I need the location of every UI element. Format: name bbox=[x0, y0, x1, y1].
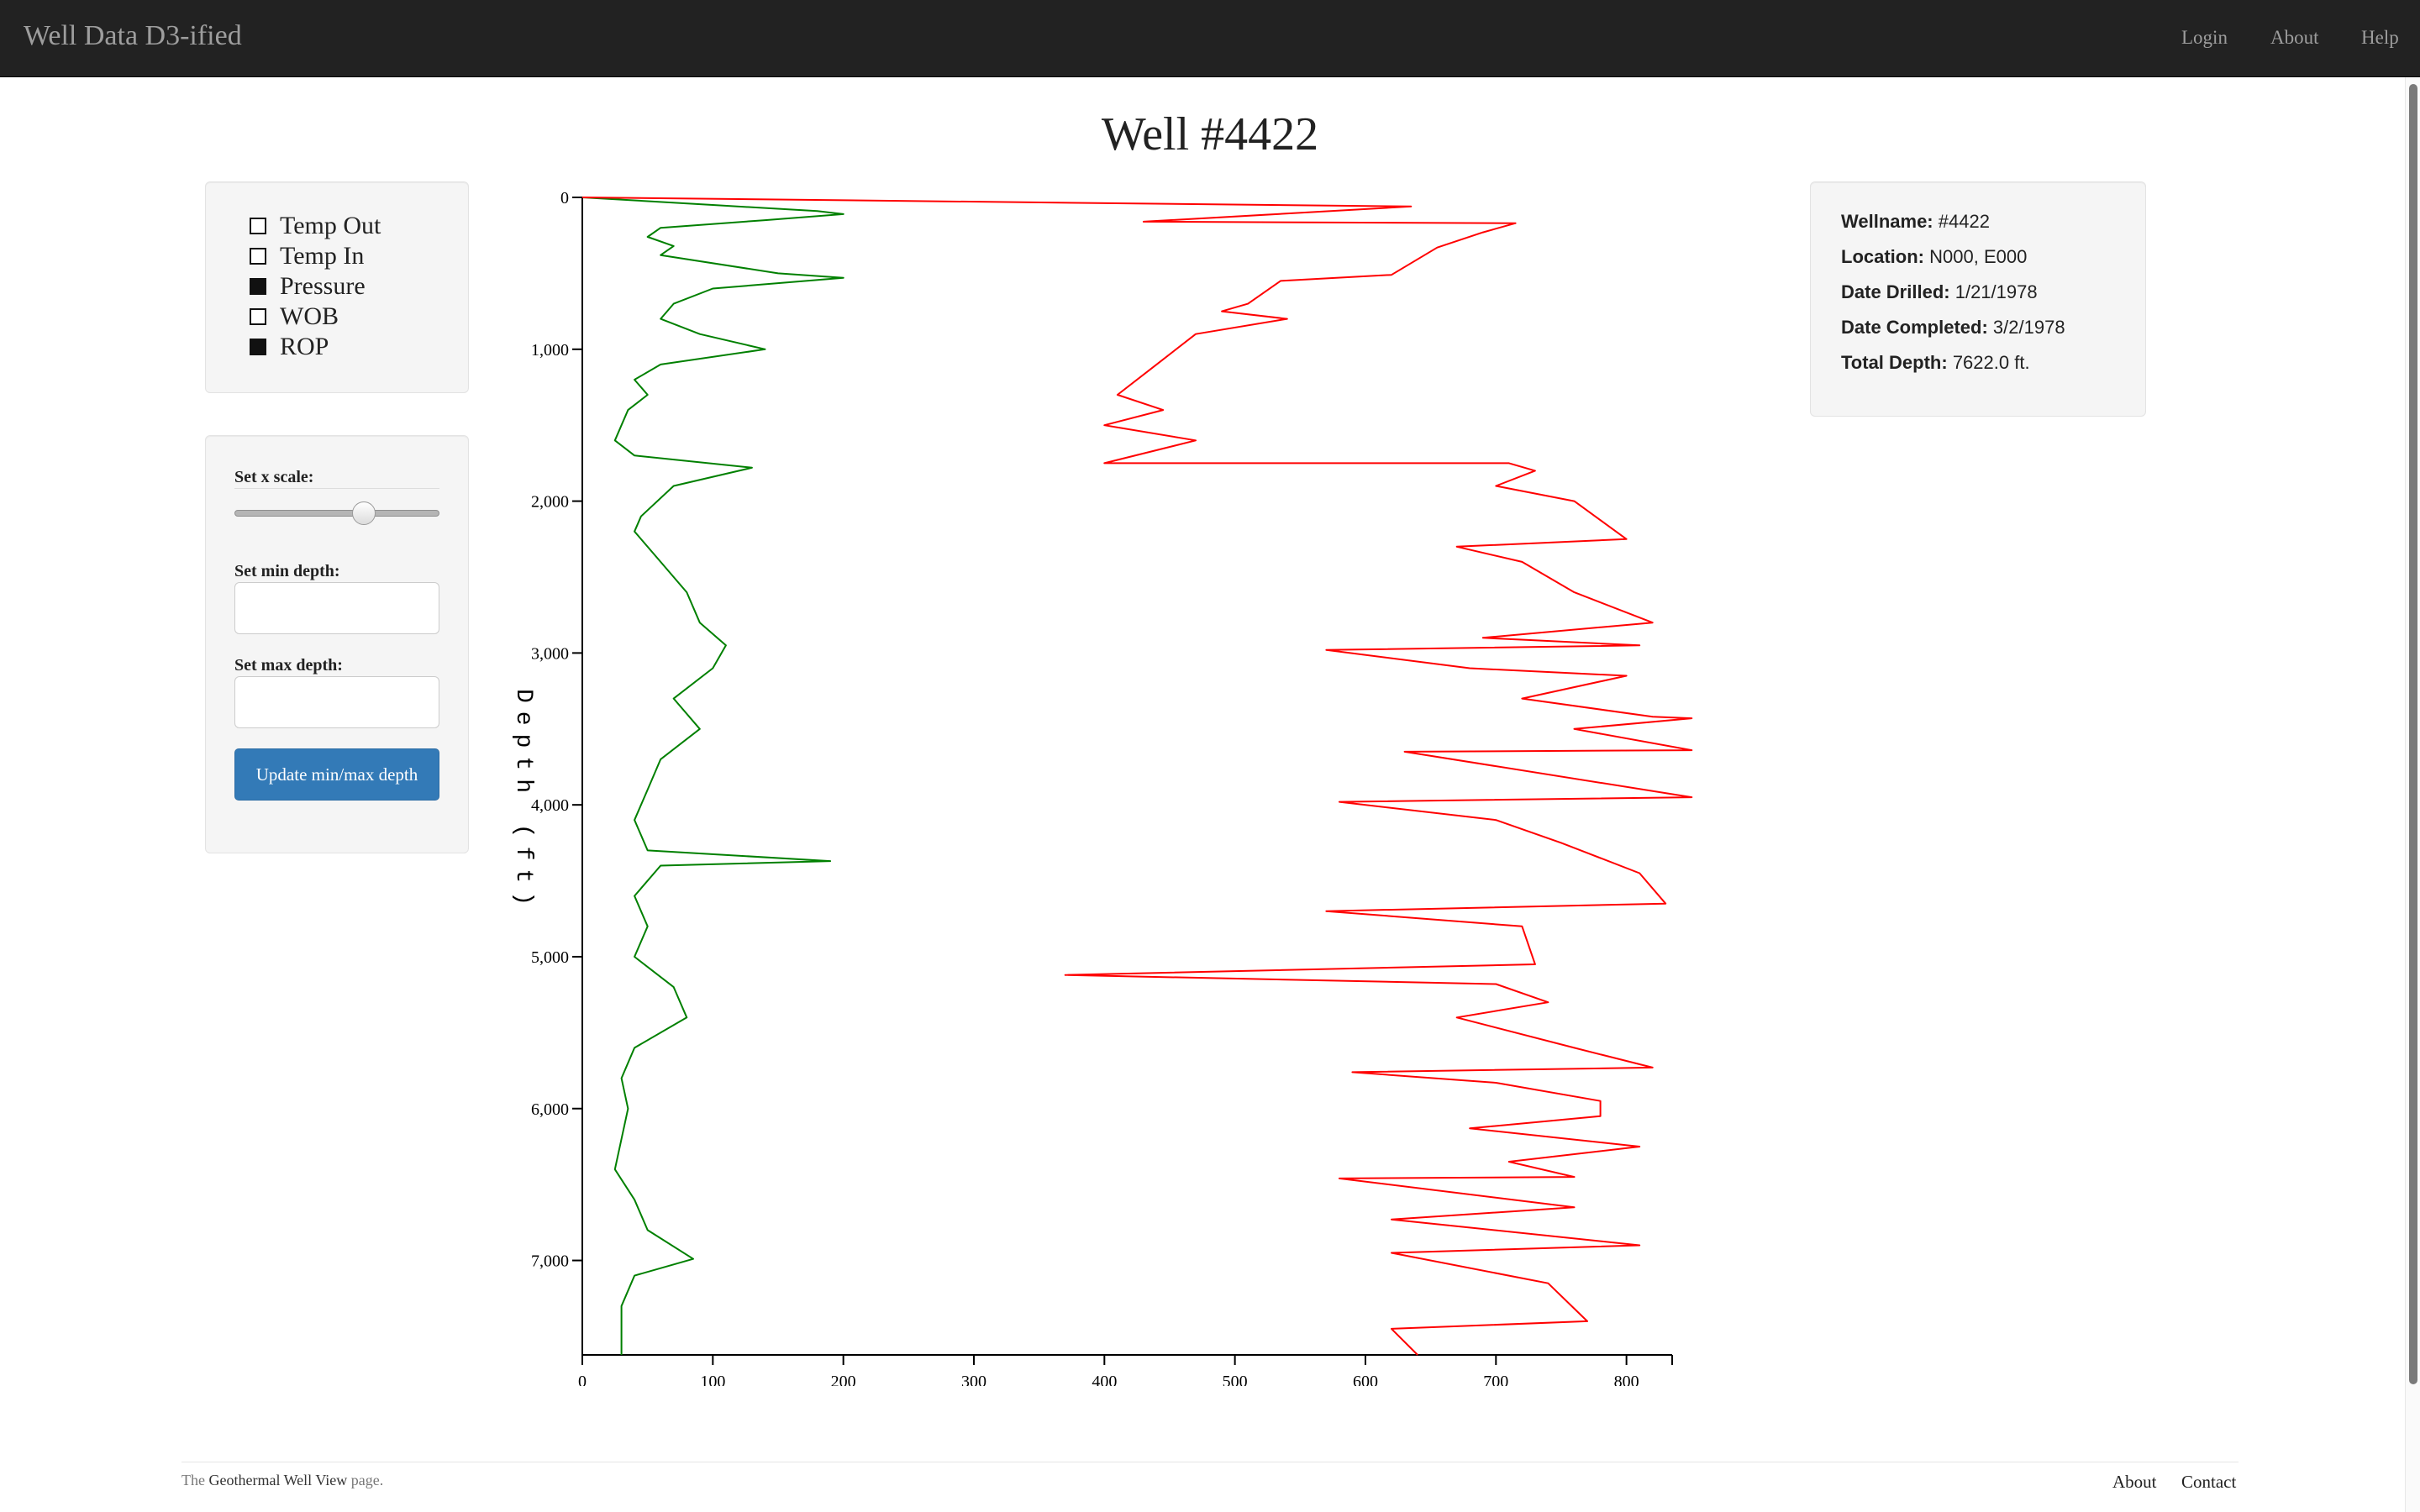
toggle-rop[interactable]: ROP bbox=[250, 332, 329, 362]
nav-about-link[interactable]: About bbox=[2270, 27, 2319, 48]
checkbox-icon[interactable] bbox=[250, 248, 266, 265]
info-key: Location: bbox=[1841, 246, 1924, 267]
min-depth-input[interactable] bbox=[234, 582, 439, 634]
well-info-panel: Wellname: #4422 Location: N000, E000 Dat… bbox=[1810, 181, 2146, 417]
x-tick-label: 800 bbox=[1614, 1373, 1639, 1386]
toggle-wob[interactable]: WOB bbox=[250, 302, 339, 332]
toggle-label: WOB bbox=[280, 302, 339, 330]
rop-curve-line bbox=[581, 197, 844, 1355]
x-scale-label: Set x scale: bbox=[234, 468, 314, 486]
toggle-temp-out[interactable]: Temp Out bbox=[250, 211, 381, 241]
info-date-completed: Date Completed: 3/2/1978 bbox=[1841, 317, 2065, 339]
x-tick-label: 200 bbox=[831, 1373, 856, 1386]
depth-controls-panel: Set x scale: Set min depth: Set max dept… bbox=[205, 435, 469, 853]
y-tick-label: 6,000 bbox=[531, 1100, 569, 1119]
checkbox-checked-icon[interactable] bbox=[250, 339, 266, 355]
toggle-label: ROP bbox=[280, 333, 329, 360]
toggle-temp-in[interactable]: Temp In bbox=[250, 241, 364, 271]
y-tick-label: 1,000 bbox=[531, 341, 569, 360]
page-scrollbar[interactable] bbox=[2405, 77, 2420, 1512]
info-total-depth: Total Depth: 7622.0 ft. bbox=[1841, 352, 2030, 374]
nav-help-link[interactable]: Help bbox=[2361, 27, 2399, 48]
well-log-chart: 0 1,000 2,000 3,000 4,000 5,000 6,000 7,000 0 100… bbox=[510, 189, 1693, 1386]
x-tick-label: 700 bbox=[1483, 1373, 1508, 1386]
info-date-drilled: Date Drilled: 1/21/1978 bbox=[1841, 281, 2038, 303]
x-tick-label: 400 bbox=[1092, 1373, 1117, 1386]
chart-axes: 0 1,000 2,000 3,000 4,000 5,000 6,000 7,000 0 100… bbox=[531, 189, 1673, 1386]
footer-contact-link[interactable]: Contact bbox=[2181, 1472, 2237, 1492]
navbar: Well Data D3-ified Login About Help bbox=[0, 0, 2420, 77]
toggle-label: Temp In bbox=[280, 242, 365, 270]
info-key: Date Drilled: bbox=[1841, 281, 1950, 302]
y-tick-label: 5,000 bbox=[531, 948, 569, 967]
footer-suffix: page. bbox=[350, 1472, 384, 1488]
y-tick-label: 2,000 bbox=[531, 493, 569, 512]
x-scale-slider-handle[interactable] bbox=[352, 501, 376, 525]
y-tick-label: 3,000 bbox=[531, 644, 569, 663]
info-key: Wellname: bbox=[1841, 211, 1933, 232]
pressure-curve-line bbox=[581, 197, 1693, 1356]
max-depth-input[interactable] bbox=[234, 676, 439, 728]
info-value: #4422 bbox=[1938, 211, 1990, 232]
checkbox-icon[interactable] bbox=[250, 218, 266, 234]
info-key: Total Depth: bbox=[1841, 352, 1948, 373]
update-depth-button[interactable]: Update min/max depth bbox=[234, 748, 439, 801]
slider-divider bbox=[234, 488, 439, 489]
footer-prefix: The bbox=[182, 1472, 205, 1488]
max-depth-label: Set max depth: bbox=[234, 656, 343, 675]
footer-about-link[interactable]: About bbox=[2112, 1472, 2157, 1492]
x-scale-slider[interactable] bbox=[234, 510, 439, 517]
footer-text: The Geothermal Well View page. bbox=[182, 1472, 383, 1489]
checkbox-icon[interactable] bbox=[250, 308, 266, 325]
info-key: Date Completed: bbox=[1841, 317, 1988, 338]
curve-toggle-panel: Temp Out Temp In Pressure WOB ROP bbox=[205, 181, 469, 393]
info-wellname: Wellname: #4422 bbox=[1841, 211, 1990, 233]
x-tick-label: 600 bbox=[1353, 1373, 1378, 1386]
chart-curves bbox=[581, 197, 1693, 1356]
info-value: 7622.0 ft. bbox=[1952, 352, 2030, 373]
info-value: 3/2/1978 bbox=[1992, 317, 2065, 338]
info-value: N000, E000 bbox=[1929, 246, 2028, 267]
y-axis-label: Depth (ft) bbox=[510, 689, 536, 914]
info-value: 1/21/1978 bbox=[1954, 281, 2038, 302]
toggle-label: Temp Out bbox=[280, 212, 381, 239]
brand-link[interactable]: Well Data D3-ified bbox=[24, 20, 242, 51]
x-tick-label: 100 bbox=[700, 1373, 725, 1386]
x-tick-label: 300 bbox=[961, 1373, 986, 1386]
y-tick-label: 4,000 bbox=[531, 796, 569, 815]
toggle-label: Pressure bbox=[280, 272, 366, 300]
page-title: Well #4422 bbox=[1101, 108, 1319, 160]
toggle-pressure[interactable]: Pressure bbox=[250, 271, 366, 302]
nav-login-link[interactable]: Login bbox=[2181, 27, 2228, 48]
footer-page-link[interactable]: Geothermal Well View bbox=[208, 1472, 348, 1488]
min-depth-label: Set min depth: bbox=[234, 562, 340, 580]
info-location: Location: N000, E000 bbox=[1841, 246, 2027, 268]
y-tick-label: 0 bbox=[560, 189, 569, 207]
x-tick-label: 500 bbox=[1223, 1373, 1248, 1386]
checkbox-checked-icon[interactable] bbox=[250, 278, 266, 295]
y-tick-label: 7,000 bbox=[531, 1252, 569, 1271]
x-tick-label: 0 bbox=[578, 1373, 587, 1386]
scrollbar-thumb[interactable] bbox=[2409, 84, 2417, 1384]
